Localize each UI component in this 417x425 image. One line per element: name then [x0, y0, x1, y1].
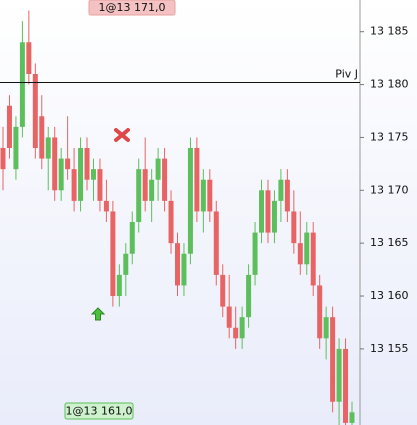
candle-body	[181, 253, 187, 286]
candle-body	[168, 200, 174, 244]
buy-marker	[90, 307, 106, 321]
candle-body	[103, 200, 109, 212]
order-label: 1@13 161,0	[66, 405, 133, 418]
candle-body	[155, 158, 161, 180]
y-tick-label: 13 175	[370, 130, 409, 143]
candle-body	[116, 274, 122, 297]
candle-body	[336, 348, 342, 402]
order-label: 1@13 171,0	[99, 1, 166, 14]
candle-body	[187, 148, 193, 254]
order-label-box	[88, 0, 176, 16]
candle-body	[207, 179, 213, 212]
candle-body	[110, 211, 116, 297]
candle-body	[259, 190, 265, 233]
y-tick-label: 13 155	[370, 342, 409, 355]
candle-body	[19, 42, 25, 127]
order-label-box	[64, 402, 134, 420]
candle-body	[246, 274, 252, 318]
candle-body	[71, 169, 77, 201]
candle-body	[26, 42, 32, 75]
candle-body	[65, 158, 71, 170]
candle-body	[265, 190, 271, 233]
candle-body	[271, 200, 277, 233]
candle-body	[317, 285, 323, 339]
candle-body	[213, 211, 219, 275]
candle-body	[84, 148, 90, 180]
pivot-label: Piv J	[335, 67, 358, 80]
y-tick-label: 13 170	[370, 183, 409, 196]
candle-body	[136, 169, 142, 223]
y-tick-label: 13 165	[370, 236, 409, 249]
candle-body	[220, 274, 226, 307]
candle-body	[129, 222, 135, 254]
candle-body	[310, 232, 316, 286]
candle-body	[97, 169, 103, 201]
y-tick-label: 13 180	[370, 78, 409, 91]
candle-body	[233, 327, 239, 339]
candle-body	[194, 148, 200, 212]
candle-body	[58, 158, 64, 191]
candle-body	[297, 243, 303, 265]
candle-body	[349, 412, 355, 423]
candle-body	[13, 126, 19, 170]
candle-body	[304, 232, 310, 265]
candle-body	[32, 74, 38, 149]
plot-area	[0, 10, 355, 425]
candle-body	[39, 116, 45, 159]
candle-body	[142, 169, 148, 201]
candle-body	[343, 348, 349, 423]
candle-body	[291, 211, 297, 244]
candle-body	[278, 179, 284, 201]
candle-body	[45, 137, 51, 159]
candle-body	[284, 179, 290, 212]
candle-body	[0, 148, 6, 170]
candle-body	[90, 169, 96, 180]
y-tick-label: 13 160	[370, 289, 409, 302]
candle-body	[226, 306, 232, 328]
candle-body	[52, 137, 58, 191]
candle-body	[330, 317, 336, 402]
candle-body	[149, 179, 155, 201]
candle-body	[123, 253, 129, 275]
candle-body	[175, 243, 180, 286]
candle-body	[200, 179, 206, 212]
candle-body	[323, 317, 329, 339]
candle-body	[162, 158, 168, 201]
y-tick-label: 13 185	[370, 25, 409, 38]
sell-marker	[114, 128, 130, 142]
candle-body	[6, 105, 12, 149]
candle-body	[78, 148, 84, 201]
candle-body	[252, 232, 258, 275]
candle-body	[239, 317, 245, 339]
